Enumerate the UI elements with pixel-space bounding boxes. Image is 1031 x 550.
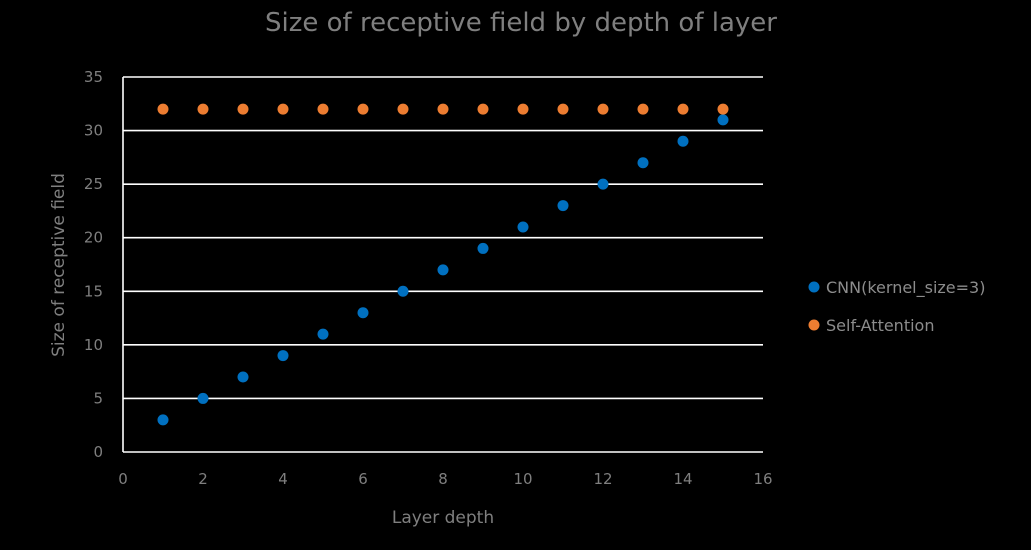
y-tick-label: 5	[93, 389, 103, 407]
data-point	[237, 371, 249, 383]
data-point	[437, 103, 449, 115]
data-point	[477, 242, 489, 254]
y-tick-label: 20	[84, 229, 103, 247]
x-tick-label: 14	[673, 470, 692, 488]
data-point	[397, 103, 409, 115]
legend: CNN(kernel_size=3) Self-Attention	[808, 278, 985, 335]
data-point	[717, 114, 729, 126]
data-point	[557, 103, 569, 115]
legend-marker	[808, 319, 820, 331]
x-tick-label: 0	[118, 470, 128, 488]
x-tick-label: 16	[753, 470, 772, 488]
data-point	[637, 157, 649, 169]
y-tick-label: 30	[84, 122, 103, 140]
data-point	[197, 103, 209, 115]
x-tick-label: 12	[593, 470, 612, 488]
data-point	[157, 103, 169, 115]
data-point	[517, 221, 529, 233]
x-tick-label: 4	[278, 470, 288, 488]
y-tick-label: 35	[84, 68, 103, 86]
data-point	[557, 200, 569, 212]
legend-marker	[808, 281, 820, 293]
data-point	[677, 135, 689, 147]
x-tick-label: 6	[358, 470, 368, 488]
data-point	[317, 103, 329, 115]
x-tick-label: 10	[513, 470, 532, 488]
y-tick-labels: 0 5 10 15 20 25 30 35	[84, 68, 103, 461]
x-tick-label: 8	[438, 470, 448, 488]
data-point	[237, 103, 249, 115]
y-tick-label: 15	[84, 282, 103, 300]
data-points	[157, 103, 729, 426]
legend-label: CNN(kernel_size=3)	[826, 278, 985, 298]
data-point	[677, 103, 689, 115]
data-point	[357, 103, 369, 115]
data-point	[597, 103, 609, 115]
data-point	[477, 103, 489, 115]
data-point	[317, 328, 329, 340]
data-point	[637, 103, 649, 115]
series-0	[157, 114, 729, 426]
series-1	[157, 103, 729, 115]
y-tick-label: 0	[93, 443, 103, 461]
data-point	[157, 414, 169, 426]
axes	[122, 77, 763, 453]
y-tick-label: 10	[84, 336, 103, 354]
gridlines	[123, 76, 763, 400]
data-point	[437, 264, 449, 276]
data-point	[357, 307, 369, 319]
data-point	[397, 285, 409, 297]
legend-label: Self-Attention	[826, 316, 934, 335]
data-point	[277, 350, 289, 362]
legend-item: Self-Attention	[808, 316, 934, 335]
x-axis-title: Layer depth	[392, 508, 494, 528]
x-tick-label: 2	[198, 470, 208, 488]
y-tick-label: 25	[84, 175, 103, 193]
data-point	[517, 103, 529, 115]
y-axis-title: Size of receptive field	[49, 173, 69, 357]
data-point	[717, 103, 729, 115]
data-point	[277, 103, 289, 115]
x-tick-labels: 0 2 4 6 8 10 12 14 16	[118, 470, 772, 488]
data-point	[197, 392, 209, 404]
legend-item: CNN(kernel_size=3)	[808, 278, 985, 298]
data-point	[597, 178, 609, 190]
chart-title: Size of receptive field by depth of laye…	[265, 8, 777, 38]
